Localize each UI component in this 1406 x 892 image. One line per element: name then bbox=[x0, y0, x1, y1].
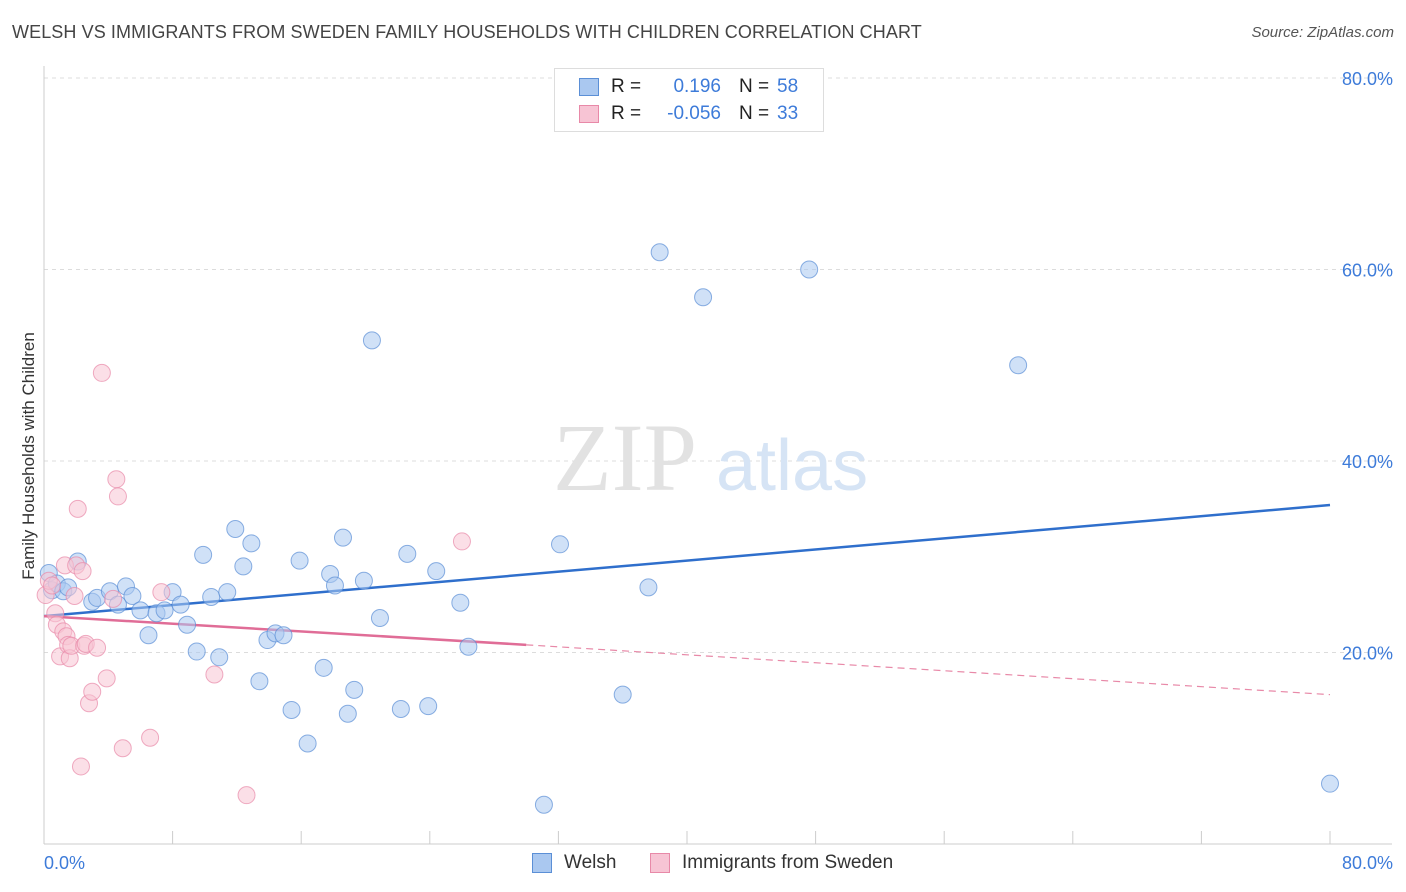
sweden-point bbox=[88, 638, 107, 657]
sweden-point bbox=[97, 669, 116, 688]
welsh-point bbox=[202, 587, 221, 606]
welsh-point bbox=[333, 528, 352, 547]
welsh-point bbox=[123, 587, 142, 606]
y-tick-label: 20.0% bbox=[1342, 644, 1393, 664]
welsh-point bbox=[226, 519, 245, 538]
welsh-point bbox=[178, 615, 197, 634]
welsh-point bbox=[1321, 774, 1339, 793]
welsh-point bbox=[427, 562, 446, 581]
sweden-point bbox=[68, 499, 87, 518]
sweden-point bbox=[73, 562, 92, 581]
series-legend: Welsh Immigrants from Sweden bbox=[0, 852, 1406, 878]
legend-swatch-sweden bbox=[579, 105, 599, 123]
welsh-point bbox=[345, 680, 364, 699]
welsh-point bbox=[534, 795, 553, 814]
sweden-point bbox=[452, 532, 471, 551]
sweden-point bbox=[104, 589, 123, 608]
sweden-point bbox=[43, 576, 62, 595]
stats-legend: R = 0.196 N = 58 R = -0.056 N = 33 bbox=[554, 68, 824, 132]
y-tick-label: 60.0% bbox=[1342, 261, 1393, 281]
sweden-point bbox=[83, 682, 102, 701]
welsh-point bbox=[139, 626, 158, 645]
sweden-point bbox=[152, 583, 171, 602]
welsh-point bbox=[451, 593, 470, 612]
welsh-point bbox=[800, 260, 819, 279]
welsh-point bbox=[290, 551, 309, 570]
axes bbox=[43, 66, 1392, 845]
legend-n-value: 33 bbox=[777, 103, 799, 124]
grid-lines bbox=[44, 77, 1392, 653]
welsh-point bbox=[314, 658, 333, 677]
legend-r-label: R = bbox=[611, 103, 642, 124]
x-tick-label: 0.0% bbox=[44, 853, 85, 873]
welsh-point bbox=[613, 685, 632, 704]
y-tick-label: 40.0% bbox=[1342, 452, 1393, 472]
tick-labels: 20.0% 40.0% 60.0% 80.0% 0.0% 80.0% bbox=[44, 69, 1393, 873]
sweden-point bbox=[92, 363, 111, 382]
series-swatch-sweden bbox=[650, 853, 670, 873]
welsh-point bbox=[274, 626, 293, 645]
sweden-point bbox=[237, 786, 256, 805]
legend-n-value: 58 bbox=[777, 76, 799, 97]
welsh-point bbox=[354, 571, 373, 590]
series-legend-item-welsh[interactable]: Welsh bbox=[532, 852, 616, 874]
series-legend-item-sweden[interactable]: Immigrants from Sweden bbox=[650, 852, 893, 874]
welsh-point bbox=[362, 331, 381, 350]
x-tick-label: 80.0% bbox=[1342, 853, 1393, 873]
welsh-point bbox=[282, 700, 301, 719]
welsh-point bbox=[694, 288, 713, 307]
welsh-point bbox=[338, 704, 357, 723]
welsh-point bbox=[250, 672, 269, 691]
data-points bbox=[36, 243, 1339, 814]
welsh-point bbox=[218, 583, 237, 602]
sweden-point bbox=[65, 587, 84, 606]
sweden-point bbox=[141, 728, 160, 747]
welsh-point bbox=[370, 609, 389, 628]
welsh-point bbox=[639, 578, 658, 597]
welsh-point bbox=[551, 535, 570, 554]
legend-r-value: -0.056 bbox=[667, 103, 721, 124]
welsh-point bbox=[171, 595, 190, 614]
sweden-point bbox=[205, 665, 224, 684]
welsh-point bbox=[391, 699, 410, 718]
welsh-point bbox=[242, 534, 261, 553]
welsh-point bbox=[419, 697, 438, 716]
welsh-point bbox=[234, 557, 253, 576]
welsh-point bbox=[1009, 356, 1028, 375]
chart-title: WELSH VS IMMIGRANTS FROM SWEDEN FAMILY H… bbox=[12, 22, 922, 42]
legend-swatch-welsh bbox=[579, 78, 599, 96]
legend-n-label: N = bbox=[739, 76, 770, 97]
watermark-zip: ZIP bbox=[553, 404, 697, 511]
sweden-point bbox=[113, 739, 132, 758]
series-label-welsh: Welsh bbox=[564, 852, 617, 873]
legend-r-label: R = bbox=[611, 76, 642, 97]
series-swatch-welsh bbox=[532, 853, 552, 873]
welsh-point bbox=[398, 544, 417, 563]
welsh-point bbox=[155, 601, 174, 620]
welsh-point bbox=[650, 243, 669, 262]
welsh-point bbox=[131, 601, 150, 620]
welsh-point bbox=[210, 648, 229, 667]
legend-r-value: 0.196 bbox=[673, 76, 721, 97]
legend-row-sweden: R = -0.056 N = 33 bbox=[579, 101, 798, 127]
sweden-point bbox=[108, 487, 127, 506]
series-label-sweden: Immigrants from Sweden bbox=[682, 852, 894, 873]
sweden-trend-extension bbox=[526, 644, 1331, 696]
y-tick-label: 80.0% bbox=[1342, 69, 1393, 89]
legend-row-welsh: R = 0.196 N = 58 bbox=[579, 74, 798, 100]
watermark-atlas: atlas bbox=[716, 426, 868, 506]
y-axis-label: Family Households with Children bbox=[19, 332, 38, 580]
sweden-point bbox=[71, 757, 90, 776]
welsh-point bbox=[459, 637, 478, 656]
welsh-trend-line bbox=[43, 503, 1331, 618]
welsh-point bbox=[298, 734, 317, 753]
welsh-point bbox=[187, 642, 206, 661]
welsh-point bbox=[325, 576, 344, 595]
sweden-point bbox=[107, 470, 126, 489]
source-label: Source: ZipAtlas.com bbox=[1251, 24, 1394, 41]
watermark: ZIP atlas bbox=[553, 404, 868, 511]
welsh-point bbox=[194, 545, 213, 564]
legend-n-label: N = bbox=[739, 103, 770, 124]
